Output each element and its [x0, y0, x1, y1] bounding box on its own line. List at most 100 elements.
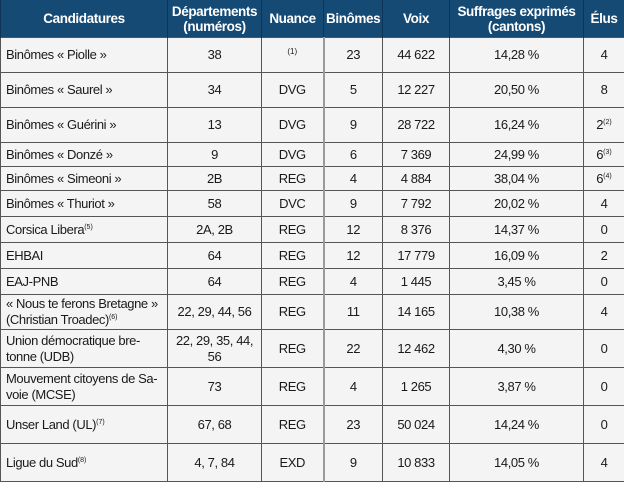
- cell-departements: 2A, 2B: [167, 216, 262, 243]
- table-row: Union démocratique bre-tonne (UDB) 22, 2…: [0, 329, 624, 368]
- cell-binomes: 9: [323, 443, 383, 482]
- cell-elus: 4: [583, 443, 624, 482]
- elus-value: 0: [600, 378, 608, 394]
- elus-value: 4: [600, 454, 608, 470]
- cell-candidature: Corsica Libera(5): [0, 216, 168, 243]
- cell-candidature: Binômes « Donzé »: [0, 142, 168, 167]
- cell-candidature: Mouvement citoyens de Sa-voie (MCSE): [0, 367, 168, 406]
- elus-value: 4: [600, 195, 608, 211]
- cell-suffrages: 38,04 %: [449, 166, 584, 191]
- candidature-label: Unser Land (UL): [6, 416, 97, 432]
- cell-departements: 58: [167, 190, 262, 217]
- cell-nuance: DVG: [261, 72, 325, 108]
- cell-binomes: 12: [323, 242, 383, 269]
- candidature-label: Mouvement citoyens de Sa-voie (MCSE): [6, 370, 158, 402]
- elus-value: 6: [596, 170, 604, 186]
- elus-value: 0: [600, 221, 608, 237]
- cell-binomes: 22: [323, 329, 383, 368]
- table-row: « Nous te ferons Bretagne » (Christian T…: [0, 294, 624, 330]
- cell-candidature: EAJ-PNB: [0, 268, 168, 295]
- elus-value: 0: [600, 340, 608, 356]
- candidature-label: Binômes « Thuriot »: [6, 195, 115, 211]
- elus-value: 0: [600, 416, 608, 432]
- table-row: Unser Land (UL)(7) 67, 68 REG 23 50 024 …: [0, 405, 624, 444]
- elus-value: 2: [596, 117, 604, 132]
- header-elus: Élus: [583, 0, 624, 38]
- cell-voix: 7 369: [382, 142, 450, 167]
- elus-value: 4: [600, 304, 608, 319]
- cell-elus: 0: [583, 268, 624, 295]
- cell-departements: 4, 7, 84: [167, 443, 262, 482]
- cell-voix: 28 722: [382, 107, 450, 143]
- cell-suffrages: 10,38 %: [449, 294, 584, 330]
- cell-elus: 4: [583, 37, 624, 73]
- elus-value: 4: [600, 47, 608, 62]
- cell-elus: 0: [583, 405, 624, 444]
- cell-nuance: (1): [261, 37, 325, 73]
- cell-elus: 0: [583, 216, 624, 243]
- cell-candidature: Binômes « Guérini »: [0, 107, 168, 143]
- cell-binomes: 6: [323, 142, 383, 167]
- candidature-label: EHBAI: [6, 247, 44, 263]
- cell-nuance: DVC: [261, 190, 325, 217]
- candidature-label: Union démocratique bre-tonne (UDB): [6, 332, 140, 364]
- cell-elus: 2: [583, 242, 624, 269]
- cell-suffrages: 20,02 %: [449, 190, 584, 217]
- header-departements: Départements (numéros): [167, 0, 262, 38]
- cell-departements: 64: [167, 268, 262, 295]
- cell-binomes: 9: [323, 107, 383, 143]
- cell-nuance: REG: [261, 216, 325, 243]
- cell-elus: 8: [583, 72, 624, 108]
- cell-departements: 67, 68: [167, 405, 262, 444]
- footnote-ref: (7): [96, 418, 105, 426]
- cell-suffrages: 20,50 %: [449, 72, 584, 108]
- cell-binomes: 11: [323, 294, 383, 330]
- table-row: Ligue du Sud(8) 4, 7, 84 EXD 9 10 833 14…: [0, 443, 624, 482]
- cell-voix: 10 833: [382, 443, 450, 482]
- header-suffrages: Suffrages exprimés (cantons): [449, 0, 584, 38]
- cell-voix: 14 165: [382, 294, 450, 330]
- cell-departements: 13: [167, 107, 262, 143]
- cell-candidature: Union démocratique bre-tonne (UDB): [0, 329, 168, 368]
- cell-candidature: Binômes « Piolle »: [0, 37, 168, 73]
- cell-nuance: REG: [261, 405, 325, 444]
- cell-suffrages: 3,87 %: [449, 367, 584, 406]
- elus-value: 2: [600, 247, 608, 263]
- cell-binomes: 12: [323, 216, 383, 243]
- cell-binomes: 9: [323, 190, 383, 217]
- cell-voix: 7 792: [382, 190, 450, 217]
- cell-voix: 1 445: [382, 268, 450, 295]
- cell-nuance: REG: [261, 294, 325, 330]
- footnote-ref: (1): [287, 47, 298, 56]
- cell-elus: 6(3): [583, 142, 624, 167]
- cell-candidature: EHBAI: [0, 242, 168, 269]
- cell-suffrages: 16,09 %: [449, 242, 584, 269]
- table-row: EAJ-PNB 64 REG 4 1 445 3,45 % 0: [0, 268, 624, 295]
- footnote-ref: (3): [603, 148, 612, 156]
- footnote-ref: (6): [108, 314, 118, 321]
- cell-binomes: 5: [323, 72, 383, 108]
- table-header: Candidatures Départements (numéros) Nuan…: [0, 0, 624, 38]
- footnote-ref: (4): [603, 172, 612, 180]
- table-row: EHBAI 64 REG 12 17 779 16,09 % 2: [0, 242, 624, 269]
- table-row: Binômes « Piolle » 38 (1) 23 44 622 14,2…: [0, 37, 624, 73]
- header-nuance: Nuance: [261, 0, 324, 38]
- cell-nuance: REG: [261, 268, 325, 295]
- cell-binomes: 23: [323, 405, 383, 444]
- cell-elus: 0: [583, 329, 624, 368]
- cell-candidature: Binômes « Simeoni »: [0, 166, 168, 191]
- cell-elus: 4: [583, 190, 624, 217]
- elus-value: 6: [596, 146, 604, 162]
- cell-voix: 12 227: [382, 72, 450, 108]
- cell-candidature: Ligue du Sud(8): [0, 443, 168, 482]
- cell-suffrages: 16,24 %: [449, 107, 584, 143]
- cell-departements: 22, 29, 44, 56: [167, 294, 262, 330]
- cell-suffrages: 14,28 %: [449, 37, 584, 73]
- cell-suffrages: 24,99 %: [449, 142, 584, 167]
- cell-voix: 8 376: [382, 216, 450, 243]
- cell-nuance: EXD: [261, 443, 325, 482]
- header-candidatures: Candidatures: [0, 0, 168, 38]
- cell-departements: 34: [167, 72, 262, 108]
- cell-voix: 17 779: [382, 242, 450, 269]
- cell-nuance: DVG: [261, 142, 325, 167]
